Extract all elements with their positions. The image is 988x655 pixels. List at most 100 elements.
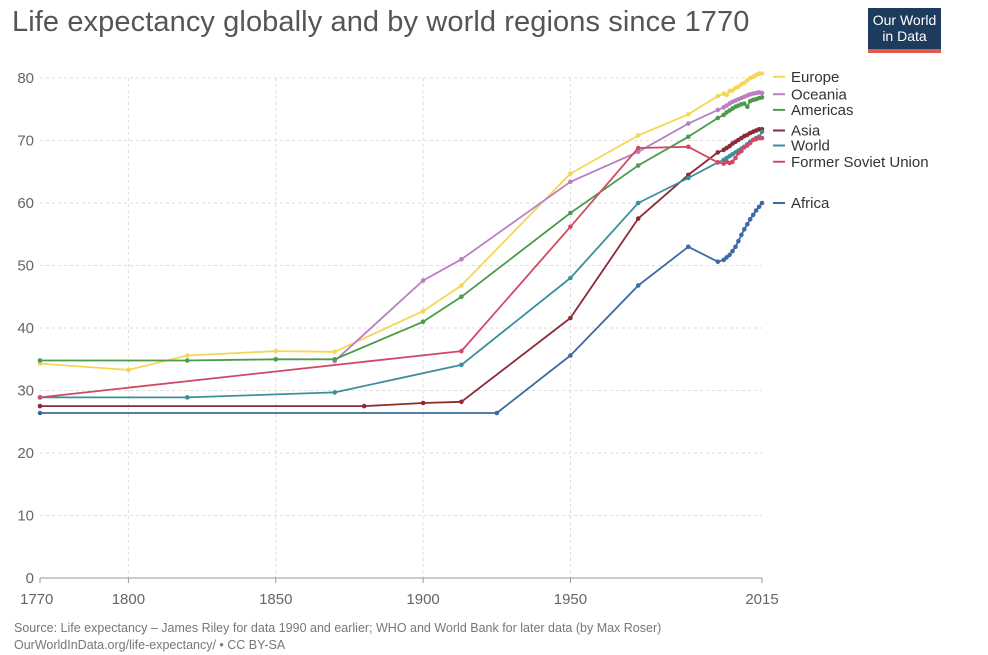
data-point[interactable] xyxy=(420,319,426,325)
data-point[interactable] xyxy=(715,107,721,113)
data-point[interactable] xyxy=(686,121,691,126)
x-tick-label: 1900 xyxy=(406,591,439,608)
data-point[interactable] xyxy=(126,367,131,373)
data-point[interactable] xyxy=(459,362,464,368)
data-point[interactable] xyxy=(686,144,691,150)
legend-label-oceania[interactable]: Oceania xyxy=(791,86,848,103)
data-point[interactable] xyxy=(750,212,756,218)
data-point[interactable] xyxy=(568,275,573,281)
data-point[interactable] xyxy=(332,357,338,362)
data-point[interactable] xyxy=(568,353,573,358)
data-point[interactable] xyxy=(686,175,691,181)
data-point[interactable] xyxy=(727,252,732,258)
data-point[interactable] xyxy=(273,357,279,362)
series-line-africa[interactable] xyxy=(40,202,763,414)
data-point[interactable] xyxy=(759,200,765,206)
series-europe[interactable] xyxy=(37,71,765,373)
data-point[interactable] xyxy=(739,232,744,238)
data-point[interactable] xyxy=(37,410,43,416)
data-point[interactable] xyxy=(747,140,753,146)
data-point[interactable] xyxy=(759,95,765,100)
data-point[interactable] xyxy=(715,150,721,155)
data-point[interactable] xyxy=(568,179,573,185)
data-point[interactable] xyxy=(739,148,744,154)
series-africa[interactable] xyxy=(37,200,765,416)
legend-label-world[interactable]: World xyxy=(791,138,830,155)
data-point[interactable] xyxy=(459,294,464,300)
series-line-former-soviet-union[interactable] xyxy=(39,137,762,399)
y-tick-label: 80 xyxy=(17,70,34,87)
data-point[interactable] xyxy=(37,395,43,400)
data-point[interactable] xyxy=(724,92,729,98)
x-tick-label: 1850 xyxy=(259,591,292,608)
legend-label-asia[interactable]: Asia xyxy=(791,123,821,140)
data-point[interactable] xyxy=(759,129,765,134)
data-point[interactable] xyxy=(635,145,641,151)
data-point[interactable] xyxy=(568,224,573,230)
y-tick-label: 70 xyxy=(17,133,34,150)
data-point[interactable] xyxy=(332,349,338,355)
data-point[interactable] xyxy=(745,104,750,109)
series-oceania[interactable] xyxy=(332,90,765,364)
data-point[interactable] xyxy=(686,244,691,250)
data-point[interactable] xyxy=(568,171,573,176)
data-point[interactable] xyxy=(361,403,367,409)
data-point[interactable] xyxy=(742,101,747,106)
data-point[interactable] xyxy=(459,348,464,354)
data-point[interactable] xyxy=(759,71,765,76)
owid-logo[interactable]: Our World in Data xyxy=(868,8,941,53)
data-point[interactable] xyxy=(635,163,641,168)
series-americas[interactable] xyxy=(37,95,765,363)
data-point[interactable] xyxy=(736,238,741,244)
data-point[interactable] xyxy=(635,283,641,288)
data-point[interactable] xyxy=(37,358,43,363)
source-line-1: Source: Life expectancy – James Riley fo… xyxy=(14,621,662,635)
data-point[interactable] xyxy=(420,308,426,314)
data-point[interactable] xyxy=(494,410,500,416)
data-point[interactable] xyxy=(742,227,747,232)
series-line-europe[interactable] xyxy=(39,72,762,371)
series-former-soviet-union[interactable] xyxy=(37,135,765,400)
data-point[interactable] xyxy=(686,112,691,117)
data-point[interactable] xyxy=(745,222,750,227)
data-point[interactable] xyxy=(568,210,573,216)
data-point[interactable] xyxy=(747,217,753,222)
data-point[interactable] xyxy=(568,315,573,321)
data-point[interactable] xyxy=(635,216,641,221)
x-tick-label: 2015 xyxy=(745,591,778,608)
data-point[interactable] xyxy=(635,133,641,138)
data-point[interactable] xyxy=(185,353,190,358)
data-point[interactable] xyxy=(715,259,721,265)
data-point[interactable] xyxy=(273,348,279,354)
data-point[interactable] xyxy=(459,283,464,288)
data-point[interactable] xyxy=(759,135,765,141)
series-world[interactable] xyxy=(37,129,765,400)
data-point[interactable] xyxy=(459,399,464,405)
data-point[interactable] xyxy=(185,358,190,363)
legend-label-former-soviet-union[interactable]: Former Soviet Union xyxy=(791,154,929,171)
source-line-2[interactable]: OurWorldInData.org/life-expectancy/ • CC… xyxy=(14,638,286,652)
data-point[interactable] xyxy=(420,400,426,406)
data-point[interactable] xyxy=(715,115,721,121)
series-line-oceania[interactable] xyxy=(334,91,763,362)
data-point[interactable] xyxy=(459,257,464,262)
data-point[interactable] xyxy=(686,134,691,140)
data-point[interactable] xyxy=(332,390,338,395)
legend-label-africa[interactable]: Africa xyxy=(791,195,830,212)
data-point[interactable] xyxy=(420,278,426,283)
legend-label-americas[interactable]: Americas xyxy=(791,102,854,119)
logo-line-2: in Data xyxy=(882,28,927,44)
data-point[interactable] xyxy=(37,403,43,409)
data-point[interactable] xyxy=(759,90,765,96)
data-point[interactable] xyxy=(756,204,762,210)
data-point[interactable] xyxy=(185,395,190,400)
data-point[interactable] xyxy=(635,200,641,206)
data-point[interactable] xyxy=(730,248,735,254)
data-point[interactable] xyxy=(715,160,721,165)
data-point[interactable] xyxy=(730,159,735,165)
data-point[interactable] xyxy=(733,155,738,161)
legend-label-europe[interactable]: Europe xyxy=(791,69,839,86)
data-point[interactable] xyxy=(733,244,738,250)
data-point[interactable] xyxy=(753,208,759,213)
data-point[interactable] xyxy=(715,93,721,99)
